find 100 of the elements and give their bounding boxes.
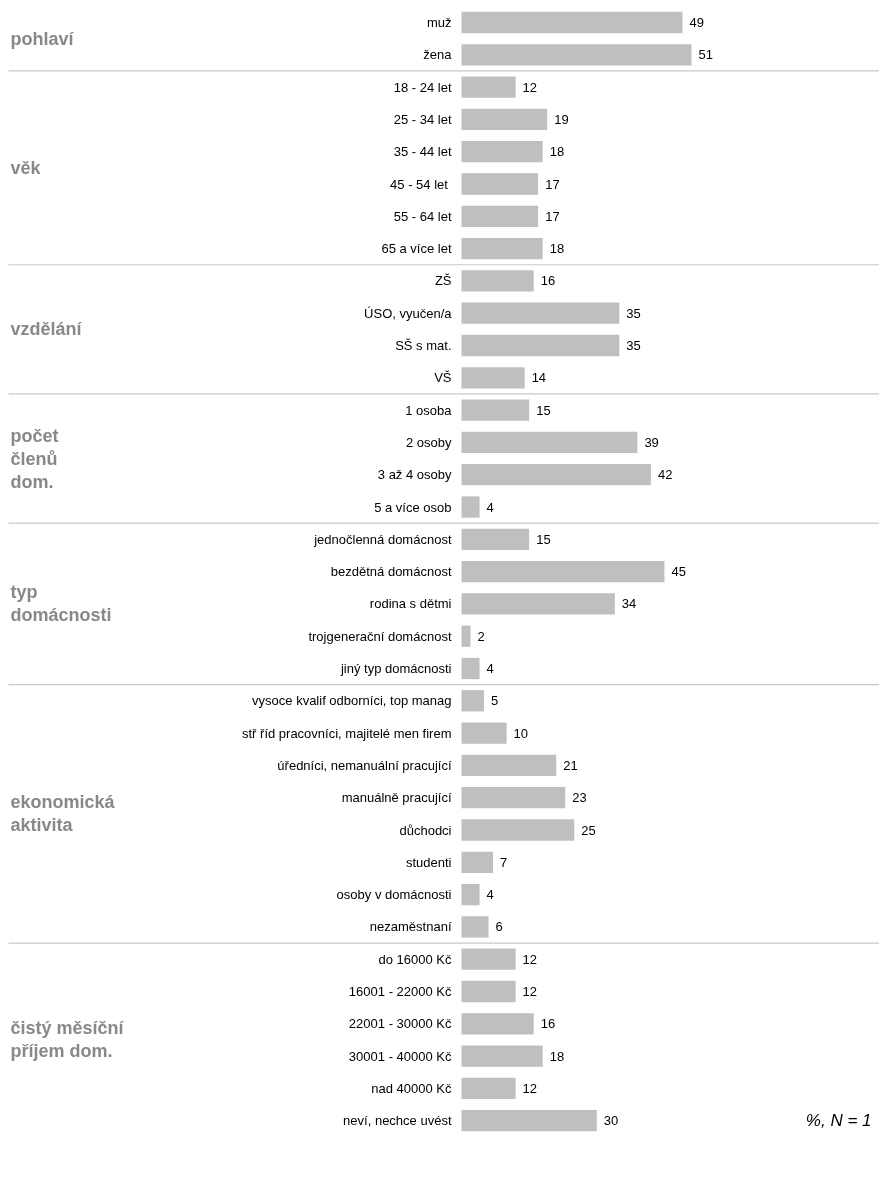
y-tick-label: 45 - 54 let: [390, 176, 449, 192]
y-tick-label: trojgenerační domácnost: [308, 628, 452, 644]
bar: [461, 108, 548, 131]
bar: [461, 399, 530, 421]
bar: [461, 625, 471, 647]
y-tick-label: žena: [423, 47, 453, 63]
bar: [461, 754, 557, 777]
data-label: 49: [689, 15, 704, 30]
text: vzdělání: [10, 319, 83, 340]
y-tick-label: VŠ: [434, 370, 452, 386]
data-label: 4: [486, 499, 494, 515]
y-tick-label: 30001 - 40000 Kč: [348, 1048, 452, 1064]
data-label: 12: [522, 951, 538, 967]
bar: [461, 916, 489, 938]
text: pohlaví: [10, 28, 75, 49]
data-label: 18: [549, 144, 565, 160]
bar: [461, 205, 539, 227]
data-label: 51: [698, 47, 713, 63]
data-label: 15: [536, 531, 551, 547]
data-label: 17: [545, 208, 560, 224]
data-label: 34: [621, 596, 637, 612]
data-label: 18: [549, 1048, 565, 1064]
data-label: 45: [671, 564, 686, 580]
bar: [461, 528, 530, 550]
y-tick-label: 3 až 4 osoby: [377, 467, 452, 483]
y-tick-label: 5 a více osob: [374, 499, 452, 515]
bar: [461, 141, 543, 163]
data-label: 12: [522, 1080, 538, 1096]
data-label: 16: [540, 1016, 556, 1032]
y-tick-label: ZŠ: [434, 273, 452, 289]
bar: [461, 464, 651, 486]
text: počet členů dom.: [10, 425, 59, 492]
y-tick-label: muž: [426, 15, 452, 30]
y-tick-label: důchodci: [399, 822, 452, 838]
bar: [461, 76, 516, 98]
bar: [461, 44, 692, 66]
y-tick-label: 65 a více let: [381, 241, 452, 257]
text: věk: [10, 157, 42, 178]
y-tick-label: osoby v domácnosti: [336, 887, 452, 903]
bar: [461, 1045, 543, 1067]
bar: [461, 657, 480, 680]
bar: [461, 431, 638, 454]
y-tick-label: jiný typ domácnosti: [339, 661, 452, 676]
bar: [461, 367, 525, 389]
data-label: 19: [554, 111, 569, 127]
data-label: 17: [545, 176, 560, 192]
y-tick-label: 55 - 64 let: [393, 208, 452, 224]
data-label: 10: [513, 725, 529, 741]
data-label: 35: [626, 338, 641, 353]
bar: [461, 237, 543, 260]
y-tick-label: úředníci, nemanuální pracující: [277, 757, 452, 773]
text: čistý měsíční příjem dom.: [10, 1018, 125, 1062]
y-tick-label: nezaměstnaní: [369, 919, 452, 935]
data-label: 15: [536, 402, 551, 418]
bar: [461, 11, 683, 34]
data-label: 42: [657, 467, 673, 483]
bar: [461, 883, 480, 906]
bar: [461, 302, 620, 324]
bar: [461, 851, 494, 873]
data-label: 12: [522, 984, 538, 999]
data-label: 25: [581, 822, 596, 838]
data-label: 12: [522, 79, 538, 95]
y-tick-label: rodina s dětmi: [369, 596, 452, 612]
y-tick-label: studenti: [405, 854, 452, 870]
y-tick-label: jednočlenná domácnost: [313, 531, 452, 547]
y-tick-label: neví, nechce uvést: [343, 1113, 452, 1129]
bar: [461, 819, 575, 841]
bar: [461, 560, 665, 583]
bar: [461, 980, 516, 1003]
text: typ domácnosti: [10, 582, 112, 626]
y-tick-label: manuálně pracující: [341, 790, 452, 806]
bar: [461, 948, 516, 970]
y-tick-label: stř říd pracovníci, majitelé men firem: [242, 725, 452, 741]
bar: [461, 496, 480, 518]
data-label: 5: [491, 693, 499, 709]
y-tick-label: nad 40000 Kč: [371, 1080, 452, 1096]
y-tick-label: SŠ s mat.: [395, 338, 452, 353]
y-tick-label: do 16000 Kč: [378, 951, 452, 967]
data-label: 16: [540, 273, 556, 289]
bar: [461, 334, 620, 357]
bar: [461, 173, 539, 195]
data-label: 30: [603, 1113, 619, 1129]
bar: [461, 1077, 516, 1100]
y-tick-label: 16001 - 22000 Kč: [348, 984, 452, 999]
data-label: 35: [626, 305, 641, 321]
bar: [461, 690, 485, 712]
data-label: 18: [549, 241, 565, 257]
y-tick-label: 2 osoby: [405, 434, 452, 450]
bar: [461, 1013, 534, 1035]
data-label: 23: [572, 790, 587, 806]
data-label: 14: [531, 370, 547, 386]
y-tick-label: 25 - 34 let: [393, 111, 452, 127]
y-tick-label: bezdětná domácnost: [330, 564, 452, 580]
text: ekonomická aktivita: [10, 792, 116, 836]
bar: [461, 722, 507, 744]
data-label: 4: [486, 887, 494, 903]
data-label: 39: [644, 434, 659, 450]
y-tick-label: 35 - 44 let: [393, 144, 452, 160]
y-tick-label: ÚSO, vyučen/a: [364, 305, 453, 321]
data-label: 7: [500, 854, 508, 870]
